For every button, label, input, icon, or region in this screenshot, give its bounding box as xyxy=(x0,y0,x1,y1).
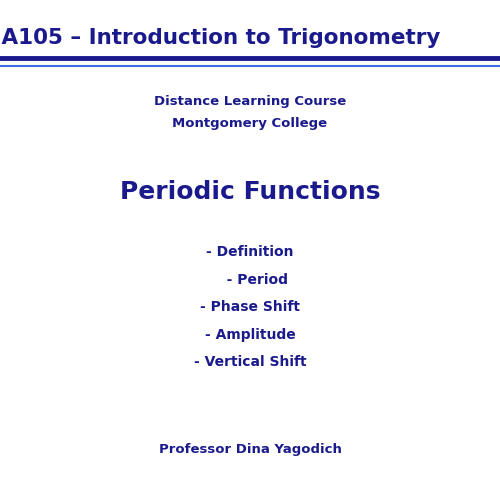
Text: - Definition: - Definition xyxy=(206,245,294,259)
Text: - Phase Shift: - Phase Shift xyxy=(200,300,300,314)
Text: Periodic Functions: Periodic Functions xyxy=(120,180,380,204)
Text: - Period: - Period xyxy=(212,272,288,286)
Text: MA105 – Introduction to Trigonometry: MA105 – Introduction to Trigonometry xyxy=(0,28,440,48)
Text: Montgomery College: Montgomery College xyxy=(172,118,328,130)
Text: - Amplitude: - Amplitude xyxy=(204,328,296,342)
Text: Professor Dina Yagodich: Professor Dina Yagodich xyxy=(158,442,342,456)
Text: Distance Learning Course: Distance Learning Course xyxy=(154,95,346,108)
Text: - Vertical Shift: - Vertical Shift xyxy=(194,355,306,369)
